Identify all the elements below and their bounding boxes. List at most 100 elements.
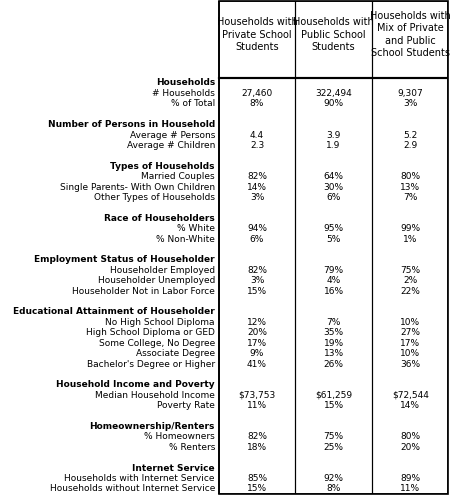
Bar [219,1,449,494]
Text: Employment Status of Householder: Employment Status of Householder [34,255,215,264]
Text: 6%: 6% [326,193,341,202]
Text: 1%: 1% [403,235,417,244]
Text: 20%: 20% [400,443,420,452]
Text: 41%: 41% [247,360,267,369]
Text: Private School: Private School [222,30,292,40]
Text: 14%: 14% [247,183,267,191]
Text: Householder Unemployed: Householder Unemployed [97,276,215,285]
Text: 12%: 12% [247,318,267,327]
Text: Internet Service: Internet Service [132,464,215,473]
Text: 3%: 3% [403,99,417,108]
Text: Educational Attainment of Householder: Educational Attainment of Householder [13,308,215,316]
Text: 8%: 8% [326,485,341,494]
Text: 79%: 79% [324,266,344,275]
Text: % of Total: % of Total [171,99,215,108]
Text: Students: Students [312,42,355,52]
Text: 9,307: 9,307 [397,89,423,98]
Text: 11%: 11% [247,401,267,410]
Text: 7%: 7% [326,318,341,327]
Text: Number of Persons in Household: Number of Persons in Household [48,120,215,129]
Text: Race of Householders: Race of Householders [104,214,215,223]
Text: Other Types of Households: Other Types of Households [94,193,215,202]
Text: Associate Degree: Associate Degree [136,349,215,358]
Text: Public School: Public School [301,30,366,40]
Text: 13%: 13% [400,183,420,191]
Text: Poverty Rate: Poverty Rate [157,401,215,410]
Text: 80%: 80% [400,172,420,181]
Text: 4%: 4% [327,276,341,285]
Text: 22%: 22% [400,287,420,296]
Text: 15%: 15% [247,287,267,296]
Text: Types of Households: Types of Households [111,162,215,171]
Text: 5.2: 5.2 [403,130,417,139]
Text: Households with: Households with [370,11,450,21]
Text: Average # Persons: Average # Persons [130,130,215,139]
Text: $61,259: $61,259 [315,391,352,400]
Text: 99%: 99% [400,224,420,233]
Text: 36%: 36% [400,360,420,369]
Text: 10%: 10% [400,318,420,327]
Text: 2.9: 2.9 [403,141,417,150]
Text: 11%: 11% [400,485,420,494]
Text: Households with: Households with [217,17,298,27]
Text: 89%: 89% [400,474,420,483]
Text: 27%: 27% [400,328,420,337]
Text: 16%: 16% [324,287,344,296]
Text: and Public: and Public [385,36,435,46]
Text: Average # Children: Average # Children [126,141,215,150]
Text: 6%: 6% [250,235,264,244]
Text: Homeownership/Renters: Homeownership/Renters [90,422,215,431]
Text: 3.9: 3.9 [326,130,341,139]
Text: % Renters: % Renters [168,443,215,452]
Text: Median Household Income: Median Household Income [95,391,215,400]
Text: # Households: # Households [152,89,215,98]
Text: 64%: 64% [324,172,344,181]
Text: 18%: 18% [247,443,267,452]
Text: 1.9: 1.9 [326,141,341,150]
Text: 17%: 17% [400,339,420,348]
Text: 2%: 2% [403,276,417,285]
Text: 75%: 75% [400,266,420,275]
Text: 85%: 85% [247,474,267,483]
Text: 82%: 82% [247,433,267,441]
Text: 26%: 26% [324,360,344,369]
Text: Households with: Households with [293,17,374,27]
Text: 9%: 9% [250,349,264,358]
Text: 3%: 3% [250,276,264,285]
Text: Households without Internet Service: Households without Internet Service [50,485,215,494]
Text: 80%: 80% [400,433,420,441]
Text: 95%: 95% [324,224,344,233]
Text: 10%: 10% [400,349,420,358]
Text: 25%: 25% [324,443,344,452]
Text: 27,460: 27,460 [242,89,273,98]
Text: 2.3: 2.3 [250,141,264,150]
Text: % Homeowners: % Homeowners [144,433,215,441]
Text: 7%: 7% [403,193,417,202]
Text: 5%: 5% [326,235,341,244]
Text: 75%: 75% [324,433,344,441]
Text: Single Parents- With Own Children: Single Parents- With Own Children [60,183,215,191]
Text: Mix of Private: Mix of Private [377,23,444,34]
Text: High School Diploma or GED: High School Diploma or GED [86,328,215,337]
Text: 15%: 15% [324,401,344,410]
Text: 15%: 15% [247,485,267,494]
Text: 35%: 35% [324,328,344,337]
Text: Householder Employed: Householder Employed [110,266,215,275]
Text: 322,494: 322,494 [315,89,352,98]
Text: 82%: 82% [247,172,267,181]
Text: School Students: School Students [371,48,450,58]
Text: Household Income and Poverty: Household Income and Poverty [56,380,215,389]
Text: 14%: 14% [400,401,420,410]
Text: 92%: 92% [324,474,344,483]
Text: 90%: 90% [324,99,344,108]
Text: 3%: 3% [250,193,264,202]
Text: 17%: 17% [247,339,267,348]
Text: Married Couples: Married Couples [142,172,215,181]
Text: Householder Not in Labor Force: Householder Not in Labor Force [72,287,215,296]
Text: Some College, No Degree: Some College, No Degree [99,339,215,348]
Text: No High School Diploma: No High School Diploma [106,318,215,327]
Text: Students: Students [235,42,279,52]
Text: 13%: 13% [324,349,344,358]
Text: % White: % White [177,224,215,233]
Text: Bachelor's Degree or Higher: Bachelor's Degree or Higher [87,360,215,369]
